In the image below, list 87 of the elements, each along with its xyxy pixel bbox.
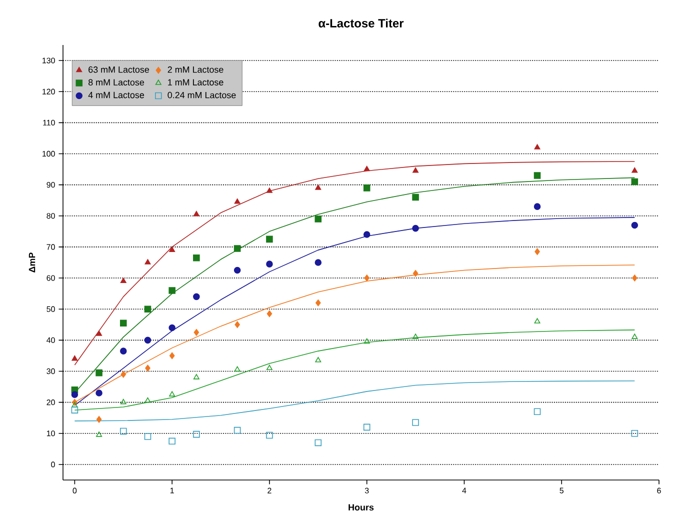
point: [234, 366, 240, 372]
x-axis-title: Hours: [348, 504, 374, 511]
legend-label: 2 mM Lactose: [168, 66, 224, 73]
point: [234, 426, 241, 434]
point: [266, 260, 273, 268]
point: [120, 428, 127, 435]
point: [364, 338, 370, 344]
legend-label: 0.24 mM Lactose: [168, 92, 236, 98]
point: [193, 374, 200, 380]
point: [96, 416, 102, 423]
point: [234, 266, 241, 274]
y-axis-title: ΔmP: [28, 252, 36, 272]
point: [72, 355, 78, 361]
point: [363, 184, 370, 192]
point: [364, 274, 370, 282]
point: [144, 259, 151, 264]
point: [266, 236, 273, 243]
point: [534, 248, 540, 256]
point: [266, 188, 272, 193]
point: [632, 167, 638, 173]
point: [168, 438, 176, 445]
chart-title: α-Lactose Titer: [318, 18, 404, 28]
point: [169, 246, 176, 252]
point: [120, 398, 126, 404]
point: [96, 432, 102, 437]
point: [168, 324, 176, 332]
point: [71, 406, 78, 414]
point: [631, 222, 638, 229]
point: [314, 439, 322, 446]
point: [632, 274, 638, 282]
legend-label: 63 mM Lactose: [88, 66, 150, 73]
point: [266, 364, 272, 370]
point: [631, 430, 638, 437]
point: [72, 402, 78, 408]
point: [144, 397, 151, 403]
point: [363, 424, 370, 431]
legend-label: 4 mM Lactose: [88, 92, 144, 98]
point: [71, 391, 78, 398]
point: [193, 430, 200, 438]
point: [234, 198, 240, 204]
point: [120, 278, 126, 284]
point: [315, 356, 322, 362]
point: [169, 352, 175, 360]
point: [412, 334, 419, 339]
point: [96, 390, 102, 396]
point: [314, 259, 322, 266]
point: [144, 306, 152, 312]
point: [96, 369, 102, 376]
point: [266, 310, 272, 318]
point: [168, 287, 176, 294]
point: [534, 318, 540, 324]
legend-label: 1 mM Lactose: [168, 79, 224, 86]
point: [316, 300, 321, 306]
point: [412, 224, 419, 232]
point: [266, 432, 273, 439]
point: [534, 172, 541, 179]
point: [315, 184, 322, 190]
point: [193, 254, 200, 262]
point: [193, 210, 200, 216]
point: [314, 216, 322, 222]
point: [631, 178, 638, 186]
point: [120, 370, 126, 378]
point: [120, 320, 127, 326]
point: [144, 433, 152, 440]
point: [234, 245, 241, 252]
point: [534, 203, 541, 210]
point: [194, 329, 200, 336]
point: [193, 293, 200, 300]
point: [412, 419, 419, 426]
point: [534, 144, 540, 150]
point: [412, 167, 419, 173]
line-series: [74, 161, 636, 366]
point: [364, 166, 370, 172]
point: [96, 330, 102, 336]
point: [169, 391, 176, 396]
legend-label: 8 mM Lactose: [88, 79, 144, 86]
point: [120, 348, 127, 354]
line-series: [74, 380, 636, 422]
point: [145, 364, 150, 372]
line-series: [74, 330, 636, 410]
point: [144, 336, 152, 344]
point: [412, 194, 419, 201]
point: [412, 270, 418, 277]
point: [534, 408, 541, 416]
point: [632, 334, 638, 339]
point: [363, 231, 370, 238]
point: [234, 321, 240, 328]
